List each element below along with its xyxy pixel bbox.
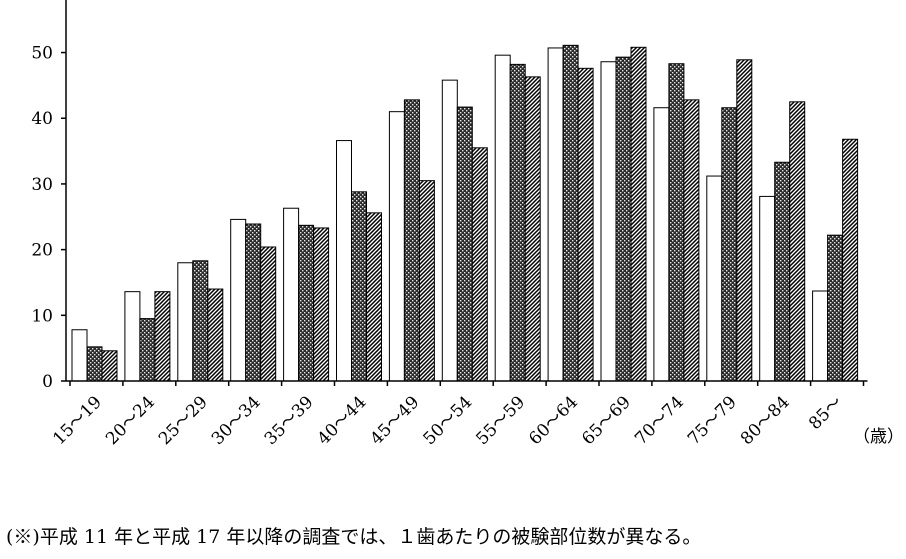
bars-layer (71, 44, 859, 382)
bar-3-15〜19 (101, 350, 118, 382)
x-tick-label: 25〜29 (155, 392, 212, 449)
y-tick-label: 40 (31, 109, 53, 129)
bar-1-85〜 (812, 290, 829, 382)
bar-2-85〜 (827, 234, 844, 382)
y-tick-label: 10 (31, 306, 53, 326)
bar-3-40〜44 (366, 212, 382, 382)
bar-1-50〜54 (441, 79, 458, 382)
y-axis-ticks: 0 10 20 30 40 50 (31, 44, 66, 392)
bar-2-25〜29 (192, 260, 209, 382)
x-tick-label: 70〜74 (631, 392, 688, 449)
x-tick-label: 65〜69 (578, 392, 635, 449)
x-tick-label: 85〜 (805, 392, 846, 433)
bar-2-70〜74 (668, 63, 685, 382)
y-tick-label: 20 (31, 241, 53, 261)
bar-3-25〜29 (207, 288, 224, 382)
bar-2-30〜34 (245, 223, 262, 382)
bar-1-45〜49 (388, 111, 405, 382)
x-tick-label: 30〜34 (208, 392, 265, 449)
footnote: (※)平成 11 年と平成 17 年以降の調査では、１歯あたりの被験部位数が異な… (6, 526, 702, 548)
y-tick-label: 0 (42, 372, 53, 392)
bar-3-75〜79 (736, 59, 753, 382)
bar-3-35〜39 (313, 227, 330, 382)
bar-2-75〜79 (721, 107, 738, 382)
bar-1-15〜19 (71, 329, 88, 382)
bar-2-20〜24 (139, 318, 156, 382)
bar-1-40〜44 (336, 140, 352, 382)
bar-3-20〜24 (154, 291, 171, 382)
bar-1-70〜74 (653, 107, 670, 382)
bar-2-65〜69 (615, 56, 632, 382)
x-tick-label: 20〜24 (102, 392, 159, 449)
bar-3-45〜49 (418, 180, 435, 382)
bar-2-15〜19 (86, 346, 103, 382)
bar-3-70〜74 (683, 99, 700, 382)
x-tick-label: 50〜54 (420, 392, 477, 449)
bar-3-55〜59 (524, 76, 541, 382)
y-tick-label: 50 (31, 44, 53, 64)
bar-2-40〜44 (351, 191, 367, 382)
bar-chart: 0 10 20 30 40 50 15〜1920〜2425〜2930〜3435〜3940〜… (31, 0, 904, 449)
bar-1-20〜24 (124, 291, 141, 382)
bar-1-25〜29 (177, 262, 194, 382)
bar-1-75〜79 (706, 175, 723, 382)
x-tick-label: 80〜84 (737, 392, 794, 449)
x-axis-ticks: 15〜1920〜2425〜2930〜3435〜3940〜4445〜4950〜54… (49, 381, 865, 449)
bar-3-65〜69 (630, 46, 647, 382)
bar-3-85〜 (842, 138, 859, 382)
bar-2-55〜59 (509, 63, 526, 382)
x-tick-label: 60〜64 (525, 392, 582, 449)
bar-3-60〜64 (577, 67, 594, 382)
bar-1-55〜59 (494, 54, 511, 382)
bar-3-30〜34 (260, 246, 277, 382)
x-axis-unit-label: （歳） (853, 427, 904, 447)
bar-2-35〜39 (298, 224, 315, 382)
bar-1-35〜39 (283, 207, 300, 382)
bar-2-50〜54 (456, 106, 473, 382)
bar-2-80〜84 (774, 161, 791, 382)
bar-1-60〜64 (547, 47, 564, 382)
bar-1-30〜34 (230, 218, 247, 382)
bar-1-80〜84 (759, 195, 776, 382)
bar-1-65〜69 (600, 61, 617, 382)
x-tick-label: 15〜19 (49, 392, 106, 449)
bar-2-60〜64 (562, 44, 579, 382)
x-tick-label: 45〜49 (367, 392, 424, 449)
x-tick-label: 35〜39 (261, 392, 318, 449)
bar-3-50〜54 (471, 147, 488, 382)
bar-2-45〜49 (403, 99, 420, 382)
y-tick-label: 30 (31, 175, 53, 195)
x-tick-label: 75〜79 (684, 392, 741, 449)
x-tick-label: 55〜59 (472, 392, 529, 449)
x-tick-label: 40〜44 (314, 392, 371, 449)
bar-3-80〜84 (789, 101, 806, 382)
